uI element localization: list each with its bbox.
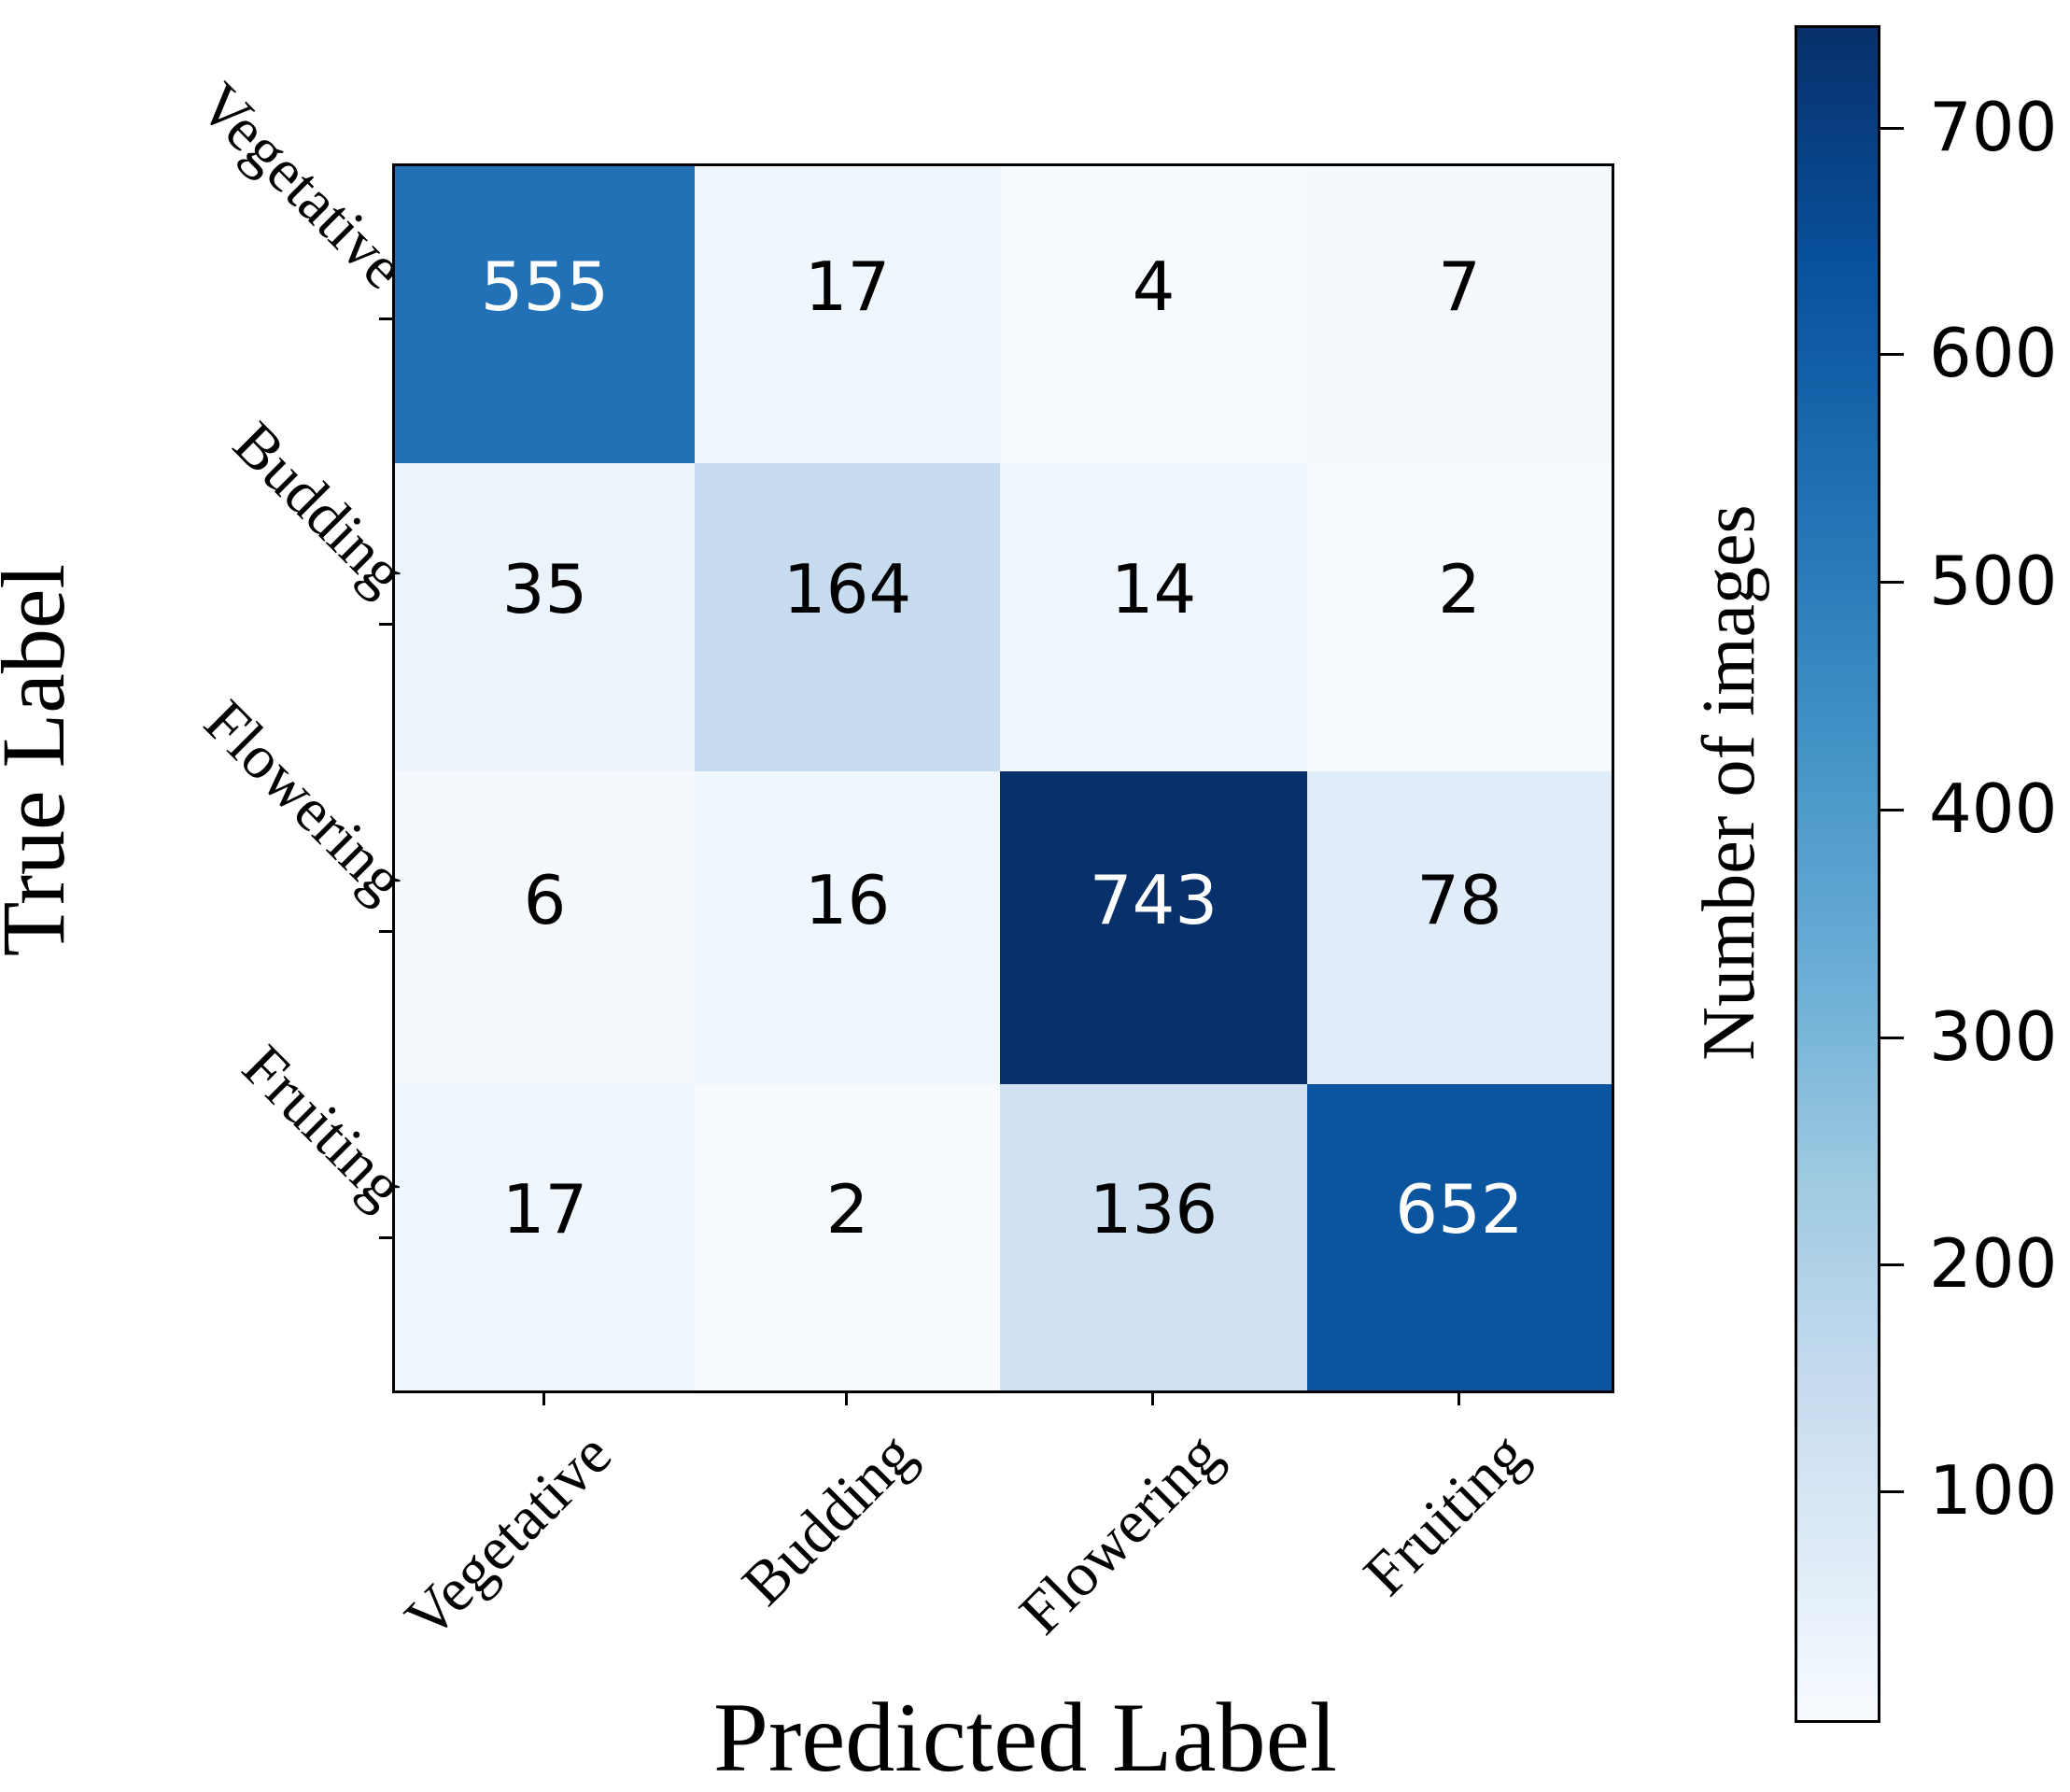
ytick-label-fruiting: Fruiting — [230, 1032, 419, 1221]
matrix-cell-flowering-fruiting: 78 — [1307, 771, 1612, 1084]
matrix-cell-budding-vegetative: 35 — [395, 463, 695, 771]
cell-value: 743 — [1089, 860, 1218, 939]
matrix-cell-vegetative-fruiting: 7 — [1307, 166, 1612, 463]
ytick-label-flowering: Flowering — [190, 687, 419, 915]
ytick-label-budding: Budding — [219, 409, 419, 608]
cell-value: 555 — [480, 247, 610, 326]
ytick-fruiting — [379, 1236, 393, 1239]
cell-value: 17 — [804, 247, 891, 326]
colorbar-tick-label-400: 400 — [1929, 769, 2058, 848]
cell-value: 2 — [825, 1170, 869, 1249]
cell-value: 6 — [523, 860, 567, 939]
cell-value: 652 — [1395, 1170, 1524, 1249]
matrix-cell-fruiting-vegetative: 17 — [395, 1084, 695, 1390]
matrix-cell-vegetative-vegetative: 555 — [395, 166, 695, 463]
x-axis-label: Predicted Label — [713, 1683, 1338, 1792]
xtick-flowering — [1151, 1390, 1154, 1405]
cell-value: 78 — [1416, 860, 1502, 939]
colorbar-tick-700 — [1878, 127, 1904, 130]
ytick-budding — [379, 623, 393, 626]
colorbar-tick-label-600: 600 — [1929, 314, 2058, 392]
colorbar-tick-label-700: 700 — [1929, 88, 2058, 166]
matrix-cell-vegetative-flowering: 4 — [1000, 166, 1307, 463]
matrix-cell-flowering-flowering: 743 — [1000, 771, 1307, 1084]
colorbar-tick-200 — [1878, 1263, 1904, 1266]
colorbar-tick-label-300: 300 — [1929, 997, 2058, 1076]
cell-value: 164 — [782, 550, 912, 628]
xtick-label-fruiting: Fruiting — [1351, 1419, 1541, 1609]
ytick-vegetative — [379, 317, 393, 320]
cell-value: 14 — [1110, 550, 1197, 628]
colorbar-tick-500 — [1878, 581, 1904, 584]
xtick-label-vegetative: Vegetative — [392, 1419, 626, 1653]
xtick-label-budding: Budding — [728, 1419, 928, 1619]
matrix-cell-budding-fruiting: 2 — [1307, 463, 1612, 771]
colorbar-tick-400 — [1878, 809, 1904, 811]
colorbar-tick-label-200: 200 — [1929, 1224, 2058, 1303]
confusion-matrix: 555 17 4 7 35 164 14 2 6 16 743 78 17 2 136 652 — [392, 163, 1614, 1393]
ytick-flowering — [379, 930, 393, 933]
xtick-label-flowering: Flowering — [1006, 1419, 1234, 1648]
matrix-cell-fruiting-fruiting: 652 — [1307, 1084, 1612, 1390]
xtick-budding — [845, 1390, 848, 1405]
matrix-cell-vegetative-budding: 17 — [695, 166, 1000, 463]
xtick-fruiting — [1457, 1390, 1460, 1405]
cell-value: 7 — [1438, 247, 1481, 326]
matrix-cell-budding-flowering: 14 — [1000, 463, 1307, 771]
colorbar-tick-100 — [1878, 1490, 1904, 1493]
colorbar-label: Number of images — [1688, 504, 1770, 1061]
colorbar — [1795, 25, 1880, 1723]
cell-value: 17 — [501, 1170, 588, 1249]
ytick-label-vegetative: Vegetative — [186, 70, 419, 303]
xtick-vegetative — [542, 1390, 545, 1405]
colorbar-tick-300 — [1878, 1037, 1904, 1039]
matrix-cell-fruiting-flowering: 136 — [1000, 1084, 1307, 1390]
matrix-cell-budding-budding: 164 — [695, 463, 1000, 771]
cell-value: 16 — [804, 860, 891, 939]
colorbar-tick-label-100: 100 — [1929, 1451, 2058, 1530]
cell-value: 2 — [1438, 550, 1481, 628]
colorbar-tick-600 — [1878, 353, 1904, 356]
y-axis-label: True Label — [0, 563, 83, 957]
matrix-cell-flowering-vegetative: 6 — [395, 771, 695, 1084]
cell-value: 4 — [1132, 247, 1176, 326]
cell-value: 136 — [1089, 1170, 1218, 1249]
matrix-cell-fruiting-budding: 2 — [695, 1084, 1000, 1390]
matrix-cell-flowering-budding: 16 — [695, 771, 1000, 1084]
cell-value: 35 — [501, 550, 588, 628]
colorbar-tick-label-500: 500 — [1929, 542, 2058, 620]
